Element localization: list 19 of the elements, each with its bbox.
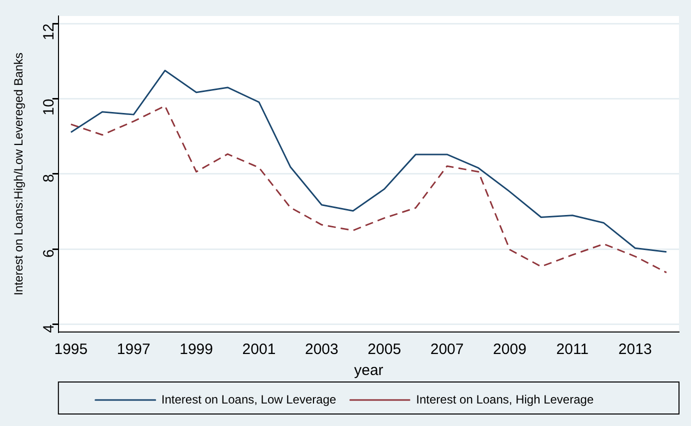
x-tick-label: 2013: [618, 341, 652, 358]
x-tick-label: 2001: [242, 341, 276, 358]
x-tick-label: 2003: [304, 341, 338, 358]
x-tick-label: 1997: [116, 341, 150, 358]
x-tick-label: 2009: [493, 341, 526, 358]
x-axis-title: year: [354, 362, 384, 380]
x-tick-label: 2011: [556, 341, 589, 358]
y-tick-label: 4: [40, 324, 58, 333]
x-tick-label: 2007: [430, 341, 464, 358]
legend-label: Interest on Loans, High Leverage: [416, 392, 594, 406]
y-axis-title: Interest on Loans:High/Low Levereged Banks: [12, 52, 26, 296]
y-tick-label: 8: [40, 174, 58, 182]
x-tick-label: 1995: [54, 341, 88, 358]
y-tick-label: 10: [40, 98, 58, 116]
y-tick-label: 6: [40, 249, 58, 258]
legend-label: Interest on Loans, Low Leverage: [161, 392, 336, 406]
x-tick-label: 2005: [368, 341, 402, 358]
y-tick-label: 12: [40, 24, 58, 40]
x-tick-label: 1999: [180, 341, 213, 358]
